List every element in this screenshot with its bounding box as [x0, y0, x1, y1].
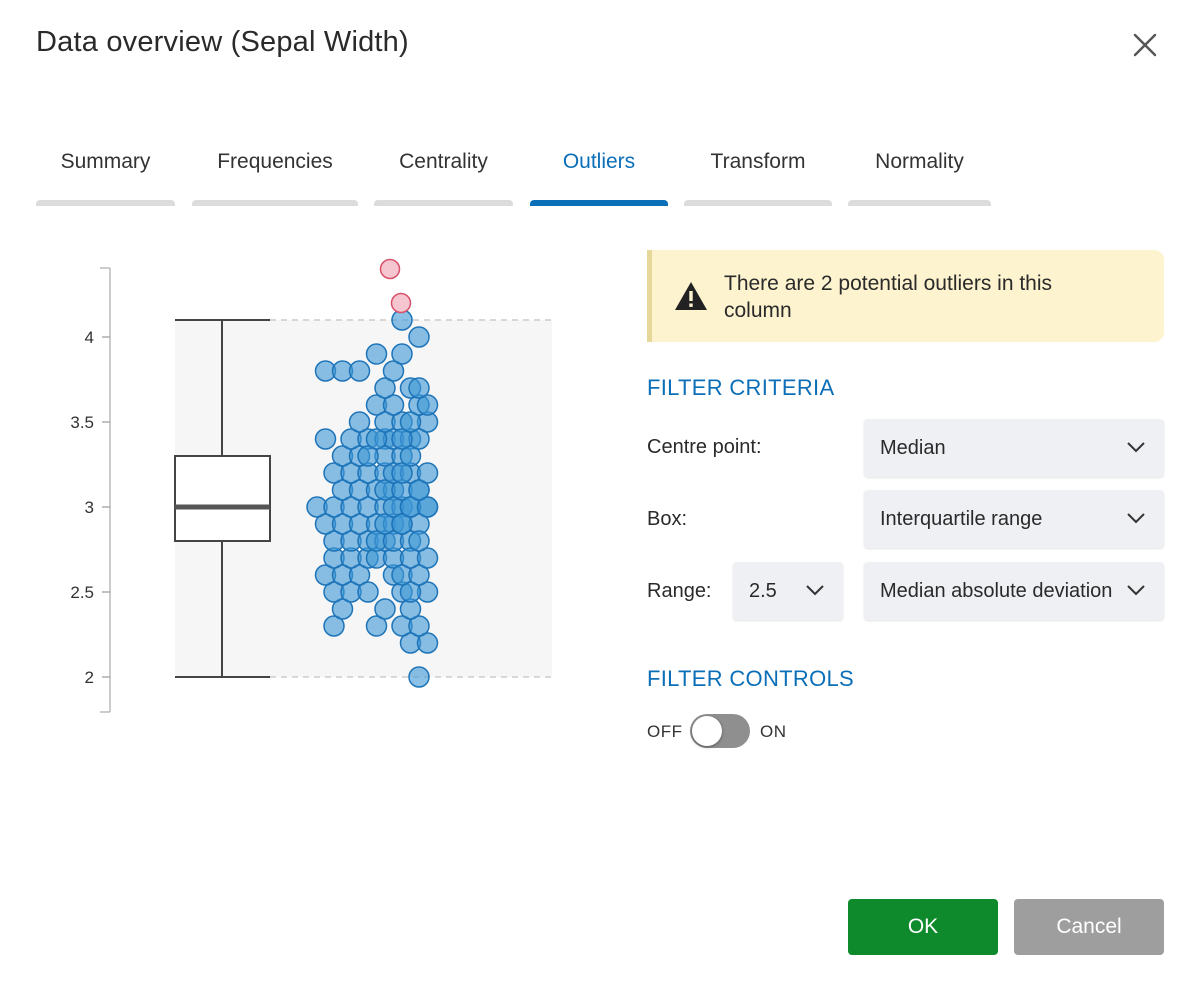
- outlier-alert: There are 2 potential outliers in this c…: [647, 250, 1164, 342]
- data-point: [357, 581, 379, 603]
- data-point: [391, 462, 413, 484]
- data-point: [416, 632, 439, 654]
- box-label: Box:: [647, 508, 688, 530]
- data-point: [408, 666, 430, 688]
- chevron-down-icon: [806, 585, 824, 596]
- close-icon: [1133, 33, 1157, 57]
- data-point: [416, 496, 439, 518]
- data-point: [365, 428, 388, 450]
- dialog-title: Data overview (Sepal Width): [36, 26, 409, 58]
- data-point: [365, 343, 388, 365]
- cancel-button[interactable]: Cancel: [1014, 899, 1164, 955]
- data-point: [331, 598, 354, 620]
- data-point: [314, 428, 337, 450]
- tab-summary[interactable]: Summary: [36, 140, 175, 206]
- toggle-off-label: OFF: [647, 722, 683, 741]
- data-point: [348, 360, 371, 382]
- range-method-value: Median absolute deviation: [880, 579, 1113, 602]
- data-point: [399, 411, 422, 433]
- data-point: [348, 564, 371, 586]
- chevron-down-icon: [1127, 442, 1145, 453]
- box-value: Interquartile range: [880, 507, 1043, 530]
- tab-centrality[interactable]: Centrality: [374, 140, 513, 206]
- tab-frequencies-label: Frequencies: [217, 150, 333, 173]
- close-button[interactable]: [1128, 28, 1162, 62]
- centre-point-label: Centre point:: [647, 436, 762, 458]
- tab-normality-label: Normality: [875, 150, 964, 173]
- alert-message: There are 2 potential outliers in this c…: [724, 272, 1053, 322]
- box-select[interactable]: Interquartile range: [864, 490, 1164, 548]
- data-point: [408, 479, 430, 501]
- range-label: Range:: [647, 580, 712, 602]
- y-tick-label: 3: [85, 498, 94, 517]
- chevron-down-icon: [1127, 513, 1145, 524]
- data-point: [408, 326, 430, 348]
- data-point: [382, 394, 405, 416]
- ok-button[interactable]: OK: [848, 899, 998, 955]
- tab-centrality-label: Centrality: [399, 150, 488, 173]
- data-point: [348, 411, 371, 433]
- data-point: [391, 513, 413, 535]
- y-tick-label: 2.5: [70, 583, 94, 602]
- filter-toggle-switch[interactable]: [690, 714, 750, 748]
- tab-normality[interactable]: Normality: [848, 140, 991, 206]
- tab-transform-label: Transform: [710, 150, 806, 173]
- iqr-box: [174, 455, 271, 542]
- filter-controls-heading: FILTER CONTROLS: [647, 666, 855, 691]
- outlier-point: [390, 292, 412, 314]
- data-point: [408, 615, 430, 637]
- chevron-down-icon: [1127, 585, 1145, 596]
- tab-transform[interactable]: Transform: [684, 140, 832, 206]
- data-point: [357, 445, 379, 467]
- centre-point-value: Median: [880, 436, 946, 459]
- tab-outliers-label: Outliers: [562, 150, 636, 173]
- toggle-knob: [692, 716, 722, 746]
- data-point: [323, 615, 345, 637]
- data-point: [374, 598, 396, 620]
- data-point: [365, 615, 388, 637]
- range-method-select[interactable]: Median absolute deviation: [864, 562, 1164, 620]
- y-tick-label: 3.5: [70, 413, 94, 432]
- tab-frequencies[interactable]: Frequencies: [192, 140, 358, 206]
- data-point: [408, 377, 430, 399]
- toggle-on-label: ON: [760, 722, 787, 741]
- data-point: [391, 428, 413, 450]
- data-point: [416, 547, 439, 569]
- range-multiplier-select[interactable]: 2.5: [733, 562, 843, 620]
- filter-criteria-heading: FILTER CRITERIA: [647, 375, 835, 400]
- data-point: [399, 581, 422, 603]
- data-point: [382, 360, 405, 382]
- y-tick-label: 4: [85, 328, 94, 347]
- tab-summary-label: Summary: [60, 150, 151, 173]
- centre-point-select[interactable]: Median: [864, 419, 1164, 477]
- data-point: [408, 564, 430, 586]
- outlier-boxplot-chart: 2 2.5 3 3.5 4: [40, 240, 580, 745]
- data-point: [391, 343, 413, 365]
- warning-icon: [675, 282, 707, 310]
- range-multiplier-value: 2.5: [749, 579, 777, 602]
- y-tick-label: 2: [85, 668, 94, 687]
- data-point: [399, 445, 422, 467]
- data-point: [408, 530, 430, 552]
- data-point: [416, 394, 439, 416]
- data-point: [416, 462, 439, 484]
- outlier-point: [379, 258, 401, 280]
- tab-outliers[interactable]: Outliers: [530, 140, 668, 206]
- data-point: [374, 377, 396, 399]
